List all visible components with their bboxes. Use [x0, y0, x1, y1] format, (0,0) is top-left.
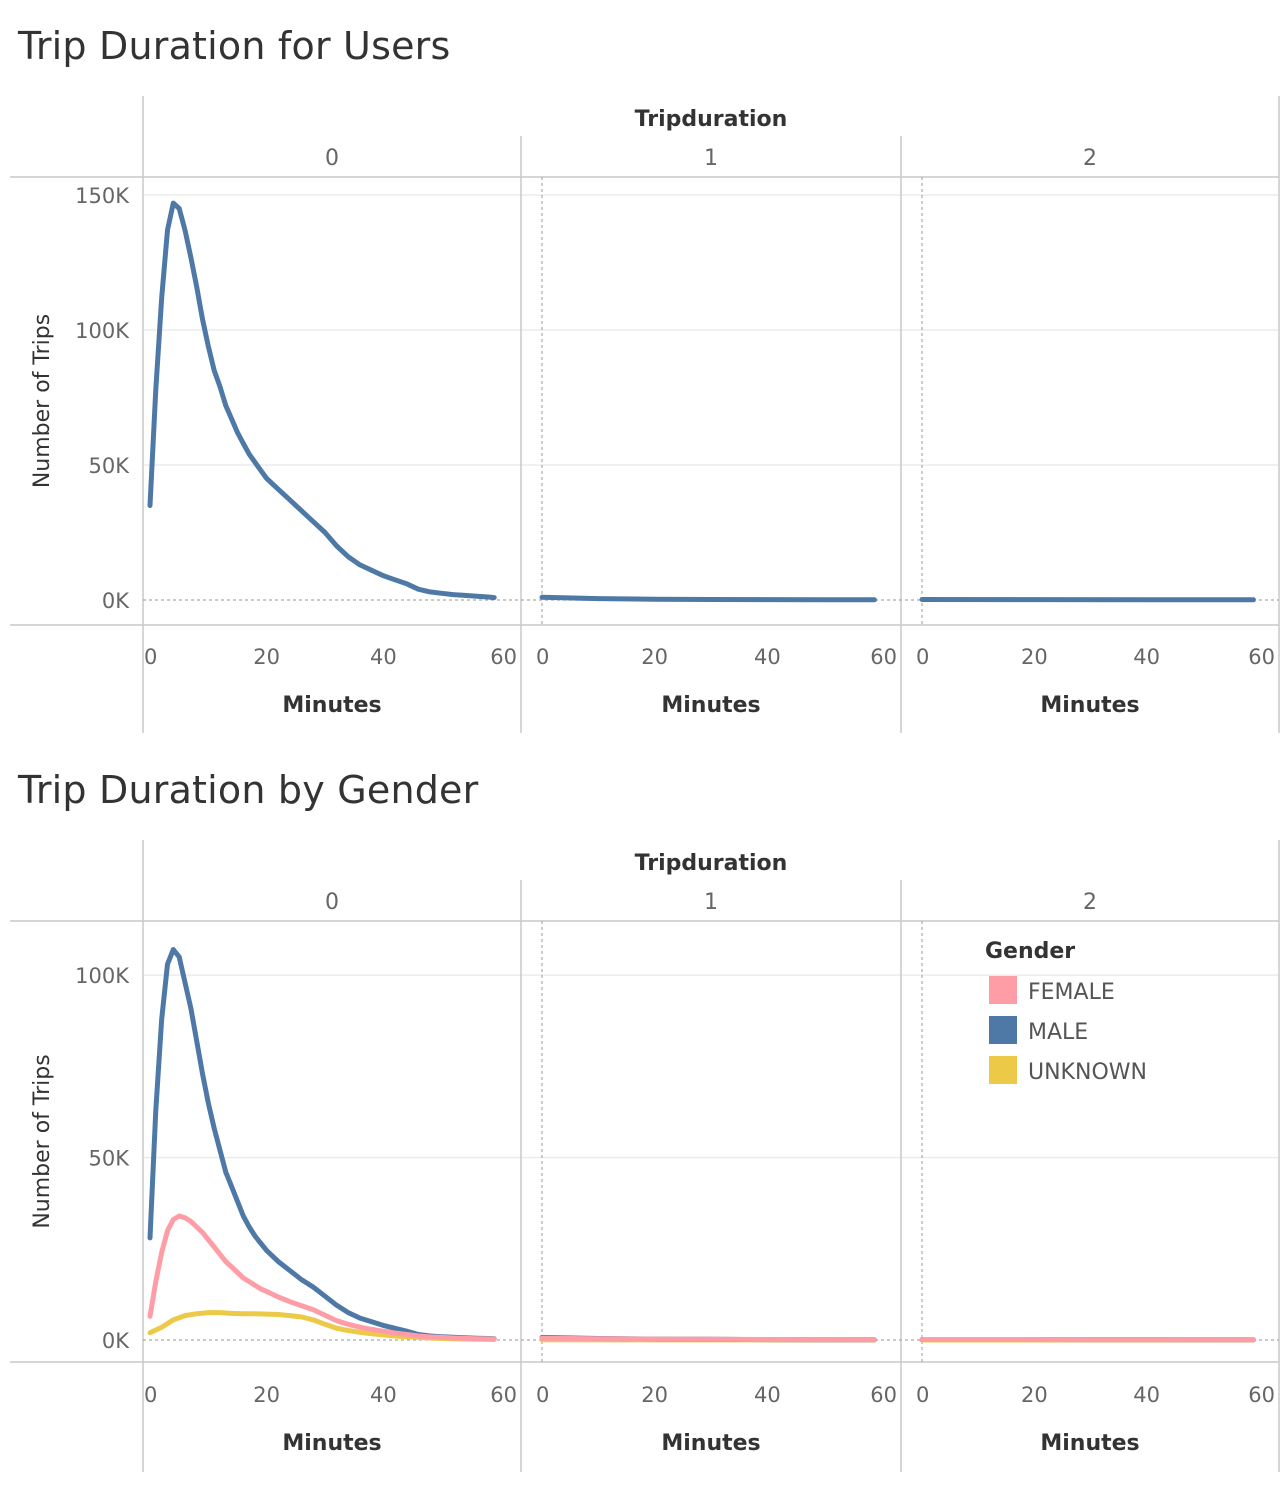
x-tick-label-p0-1: 20: [253, 1383, 280, 1407]
y-tick-label-1: 50K: [89, 1147, 131, 1171]
x-tick-label-p2-3: 60: [1248, 645, 1275, 669]
y-axis-label: Number of Trips: [30, 314, 55, 488]
x-tick-label-p2-1: 20: [1021, 645, 1048, 669]
x-tick-label-p2-0: 0: [916, 645, 929, 669]
series-line-male-panel-0: [147, 200, 497, 601]
legend-label-female: FEMALE: [1028, 980, 1115, 1005]
x-tick-label-p1-0: 0: [536, 645, 549, 669]
x-tick-label-p1-0: 0: [536, 1383, 549, 1407]
x-tick-label-p2-0: 0: [916, 1383, 929, 1407]
series-line-female-panel-0: [147, 1213, 497, 1342]
y-tick-label-2: 100K: [75, 319, 130, 343]
x-tick-label-p2-1: 20: [1021, 1383, 1048, 1407]
x-tick-label-p2-2: 40: [1133, 1383, 1160, 1407]
y-tick-label-0: 0K: [102, 589, 130, 613]
chart-title-users: Trip Duration for Users: [18, 24, 451, 68]
x-tick-label-p0-2: 40: [370, 645, 397, 669]
x-tick-label-p2-2: 40: [1133, 645, 1160, 669]
facet-column-label-1: 1: [704, 146, 718, 171]
trip-duration-gender-chart: Tripduration 0 1 2 0K 50K 100K Number of Trips 0…: [10, 840, 1280, 1472]
facet-column-label-0: 0: [325, 146, 339, 171]
x-tick-label-p0-3: 60: [490, 645, 517, 669]
legend-swatch-unknown: [989, 1056, 1017, 1084]
x-tick-label-p0-0: 0: [144, 645, 157, 669]
x-axis-label-1: Minutes: [661, 1431, 760, 1456]
x-axis-label-0: Minutes: [282, 1431, 381, 1456]
x-tick-label-p1-1: 20: [641, 1383, 668, 1407]
y-tick-label-3: 150K: [75, 184, 130, 208]
facet-column-label-0: 0: [325, 890, 339, 915]
trip-duration-users-chart: Tripduration 0 1 2 0K 50K 100K 150K Number of Tr…: [10, 96, 1280, 733]
x-axis-label-2: Minutes: [1040, 693, 1139, 718]
x-axis-label-1: Minutes: [661, 693, 760, 718]
x-tick-label-p0-2: 40: [370, 1383, 397, 1407]
x-axis-label-2: Minutes: [1040, 1431, 1139, 1456]
legend-label-male: MALE: [1028, 1020, 1088, 1045]
x-tick-label-p0-0: 0: [144, 1383, 157, 1407]
x-tick-label-p1-1: 20: [641, 645, 668, 669]
x-tick-label-p1-3: 60: [870, 1383, 897, 1407]
x-tick-label-p1-2: 40: [754, 645, 781, 669]
facet-header-label: Tripduration: [635, 107, 788, 132]
y-tick-label-1: 50K: [89, 454, 131, 478]
x-tick-label-p0-1: 20: [253, 645, 280, 669]
series-line-female-panel-1: [539, 1335, 877, 1343]
x-tick-label-p1-2: 40: [754, 1383, 781, 1407]
y-tick-label-2: 100K: [75, 964, 130, 988]
legend-swatch-female: [989, 976, 1017, 1004]
x-tick-label-p2-3: 60: [1248, 1383, 1275, 1407]
y-tick-label-0: 0K: [102, 1329, 130, 1353]
series-line-male-panel-0: [147, 947, 497, 1342]
legend-label-unknown: UNKNOWN: [1028, 1060, 1147, 1085]
legend-title: Gender: [985, 939, 1075, 964]
facet-header-label: Tripduration: [635, 851, 788, 876]
facet-column-label-2: 2: [1083, 146, 1097, 171]
y-axis-label: Number of Trips: [30, 1054, 55, 1228]
x-tick-label-p0-3: 60: [490, 1383, 517, 1407]
chart-title-gender: Trip Duration by Gender: [18, 768, 479, 812]
series-line-male-panel-1: [539, 594, 877, 603]
legend-swatch-male: [989, 1016, 1017, 1044]
x-tick-label-p1-3: 60: [870, 645, 897, 669]
facet-column-label-2: 2: [1083, 890, 1097, 915]
facet-column-label-1: 1: [704, 890, 718, 915]
x-axis-label-0: Minutes: [282, 693, 381, 718]
